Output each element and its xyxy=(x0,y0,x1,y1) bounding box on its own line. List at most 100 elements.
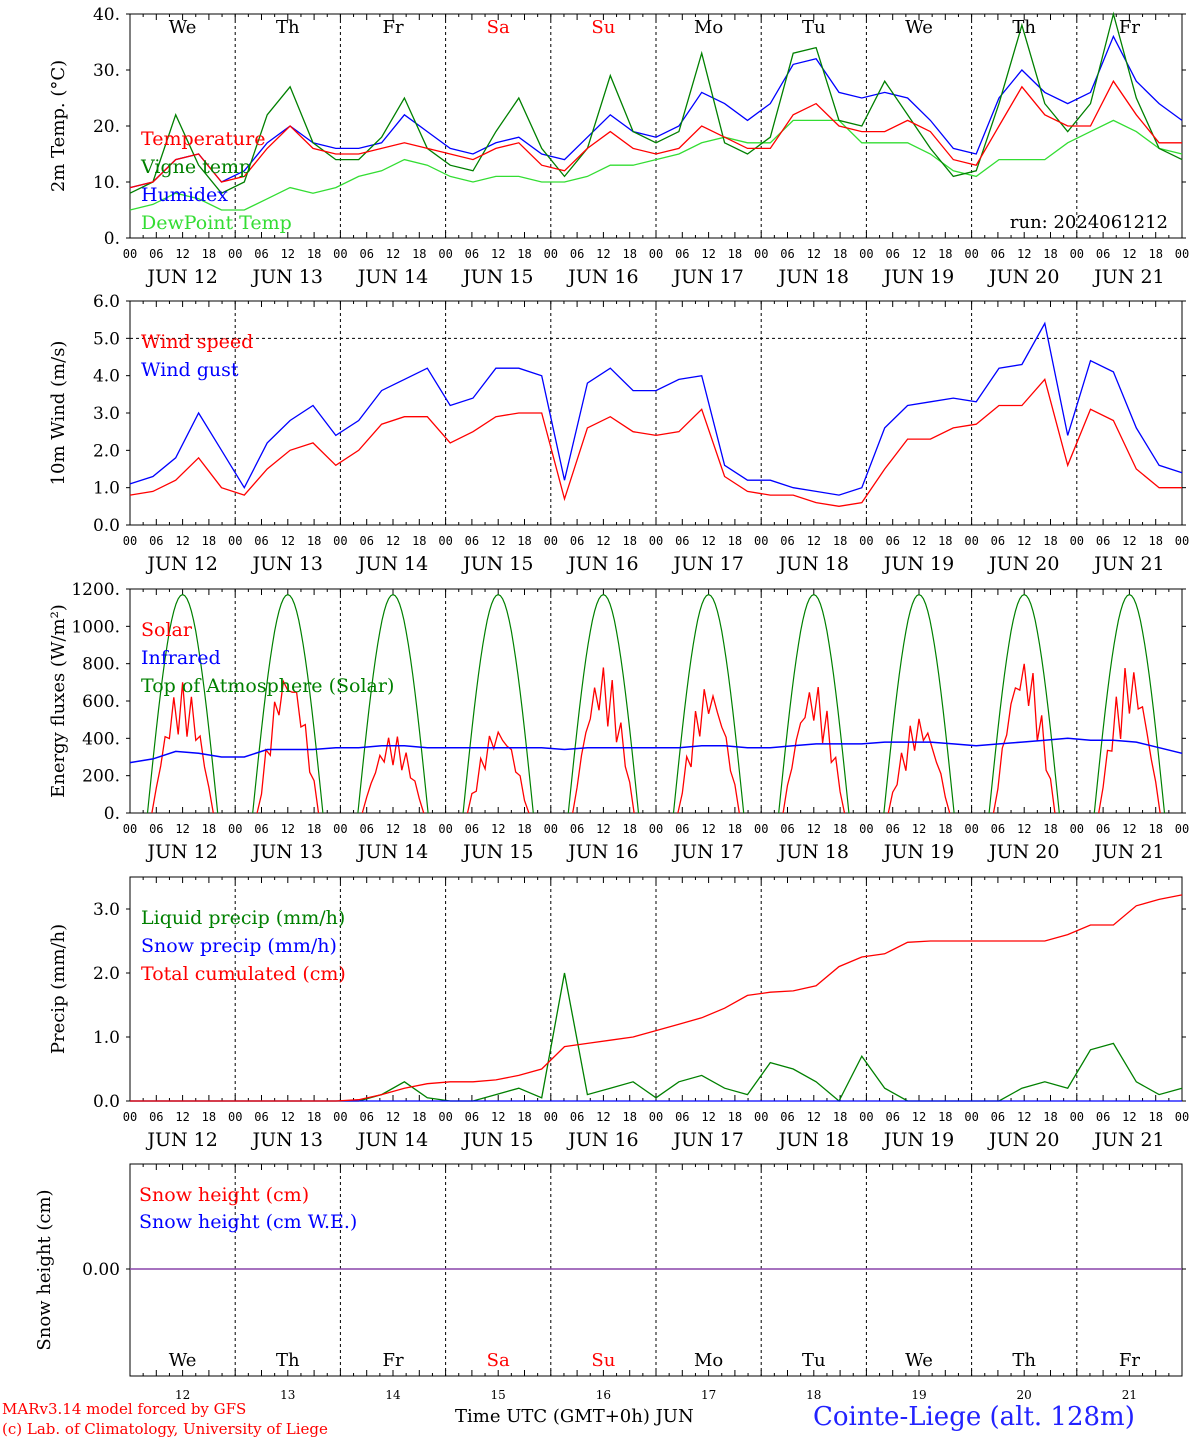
series-solar-day xyxy=(677,689,740,814)
day-number: 13 xyxy=(280,1388,295,1402)
hour-tick-label: 00 xyxy=(964,822,978,836)
y-tick-label: 40. xyxy=(93,5,120,25)
hour-tick-label: 00 xyxy=(649,247,663,261)
lab-credit: (c) Lab. of Climatology, University of L… xyxy=(2,1420,328,1438)
date-label: JUN 21 xyxy=(1092,1129,1164,1151)
series-toa-solar-day xyxy=(146,593,219,814)
y-tick-label: 2.0 xyxy=(93,441,120,461)
hour-tick-label: 18 xyxy=(938,822,952,836)
hour-tick-label: 06 xyxy=(1096,1110,1110,1124)
hour-tick-label: 18 xyxy=(412,822,426,836)
hour-tick-label: 12 xyxy=(1017,822,1031,836)
day-name: Fr xyxy=(1119,1350,1140,1371)
y-tick-label: 1.0 xyxy=(93,1028,120,1048)
hour-tick-label: 06 xyxy=(675,1110,689,1124)
hour-tick-label: 18 xyxy=(202,822,216,836)
date-label: JUN 20 xyxy=(987,553,1059,575)
day-name: Mo xyxy=(694,17,723,38)
y-axis-label: Energy fluxes (W/m²) xyxy=(48,604,69,798)
y-tick-label: 5.0 xyxy=(93,329,120,349)
hour-tick-label: 18 xyxy=(202,1110,216,1124)
hour-tick-label: 18 xyxy=(938,534,952,548)
legend-snow-height-cm-w-e: Snow height (cm W.E.) xyxy=(139,1211,357,1233)
y-tick-label: 3.0 xyxy=(93,404,120,424)
day-name: Mo xyxy=(694,1350,723,1371)
date-label: JUN 12 xyxy=(145,1129,217,1151)
day-name: We xyxy=(905,1350,933,1371)
hour-tick-label: 06 xyxy=(780,247,794,261)
day-number: 21 xyxy=(1122,1388,1137,1402)
hour-tick-label: 18 xyxy=(1148,1110,1162,1124)
hour-tick-label: 06 xyxy=(1096,534,1110,548)
hour-tick-label: 00 xyxy=(859,1110,873,1124)
hour-tick-label: 18 xyxy=(307,822,321,836)
date-label: JUN 13 xyxy=(251,553,323,575)
series-wind-speed xyxy=(129,378,1182,507)
hour-tick-label: 06 xyxy=(675,822,689,836)
hour-tick-label: 06 xyxy=(780,1110,794,1124)
hour-tick-label: 00 xyxy=(1175,247,1189,261)
hour-tick-label: 00 xyxy=(544,822,558,836)
day-name: Th xyxy=(1012,17,1036,38)
legend-wind-gust: Wind gust xyxy=(141,359,239,381)
legend-snow-height-cm: Snow height (cm) xyxy=(139,1184,309,1206)
hour-tick-label: 12 xyxy=(386,534,400,548)
y-tick-label: 600. xyxy=(82,692,120,712)
hour-tick-label: 12 xyxy=(596,822,610,836)
hour-tick-label: 06 xyxy=(254,534,268,548)
series-solar-day xyxy=(256,679,320,814)
date-label: JUN 12 xyxy=(145,266,217,288)
hour-tick-label: 06 xyxy=(885,822,899,836)
hour-tick-label: 18 xyxy=(517,822,531,836)
hour-tick-label: 06 xyxy=(465,1110,479,1124)
y-tick-label: 4.0 xyxy=(93,367,120,387)
hour-tick-label: 06 xyxy=(1096,247,1110,261)
hour-tick-label: 12 xyxy=(175,247,189,261)
day-name: Su xyxy=(591,1350,615,1371)
hour-tick-label: 18 xyxy=(728,247,742,261)
hour-tick-label: 18 xyxy=(1043,247,1057,261)
series-humidex xyxy=(129,34,1183,189)
hour-tick-label: 12 xyxy=(807,534,821,548)
hour-tick-label: 00 xyxy=(754,822,768,836)
y-tick-label: 0. xyxy=(104,804,120,824)
legend-snow-precip-mm-h: Snow precip (mm/h) xyxy=(141,935,337,957)
hour-tick-label: 18 xyxy=(1148,247,1162,261)
hour-tick-label: 12 xyxy=(701,247,715,261)
series-dewpoint-temp xyxy=(129,119,1183,211)
day-name: Fr xyxy=(382,1350,403,1371)
hour-tick-label: 18 xyxy=(202,247,216,261)
hour-tick-label: 06 xyxy=(991,247,1005,261)
hour-tick-label: 06 xyxy=(1096,822,1110,836)
hour-tick-label: 06 xyxy=(465,822,479,836)
day-name: Tu xyxy=(802,17,826,38)
hour-tick-label: 12 xyxy=(175,822,189,836)
series-solar-day xyxy=(782,687,846,814)
day-number: 17 xyxy=(701,1388,716,1402)
hour-tick-label: 00 xyxy=(859,822,873,836)
hour-tick-label: 06 xyxy=(885,534,899,548)
date-label: JUN 16 xyxy=(566,841,638,863)
hour-tick-label: 06 xyxy=(149,534,163,548)
hour-tick-label: 00 xyxy=(1175,1110,1189,1124)
hour-tick-label: 12 xyxy=(701,822,715,836)
date-label: JUN 12 xyxy=(145,553,217,575)
hour-tick-label: 18 xyxy=(622,247,636,261)
y-tick-label: 400. xyxy=(82,729,120,749)
hour-tick-label: 12 xyxy=(386,1110,400,1124)
hour-tick-label: 12 xyxy=(596,247,610,261)
hour-tick-label: 12 xyxy=(281,247,295,261)
hour-tick-label: 18 xyxy=(202,534,216,548)
hour-tick-label: 12 xyxy=(491,1110,505,1124)
day-name: Sa xyxy=(487,1350,510,1371)
y-tick-label: 0.0 xyxy=(93,516,120,536)
hour-tick-label: 06 xyxy=(570,247,584,261)
panel-frame-0 xyxy=(129,13,1183,239)
series-toa-solar-day xyxy=(357,593,429,814)
hour-tick-label: 00 xyxy=(333,1110,347,1124)
legend-wind-speed: Wind speed xyxy=(141,331,253,353)
hour-tick-label: 00 xyxy=(228,534,242,548)
hour-tick-label: 06 xyxy=(991,1110,1005,1124)
hour-tick-label: 06 xyxy=(465,534,479,548)
hour-tick-label: 06 xyxy=(149,247,163,261)
